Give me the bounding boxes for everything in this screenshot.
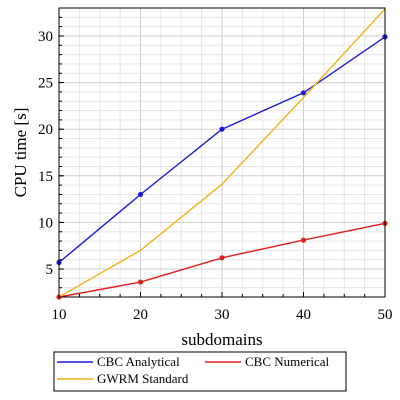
data-point-cbc-numerical xyxy=(219,255,225,261)
x-tick-label: 50 xyxy=(378,307,393,323)
y-tick-label: 5 xyxy=(46,262,54,278)
legend-label: CBC Numerical xyxy=(245,354,330,369)
plot-series xyxy=(56,8,388,300)
y-tick-label: 30 xyxy=(38,29,53,45)
data-point-cbc-analytical xyxy=(137,191,144,198)
data-point-cbc-numerical xyxy=(300,237,307,243)
y-tick-label: 25 xyxy=(38,76,53,92)
legend-box xyxy=(53,351,347,392)
legend: CBC Analytical CBC Numerical GWRM Standard xyxy=(53,351,347,392)
data-point-cbc-analytical xyxy=(300,90,307,96)
x-axis-title: subdomains xyxy=(181,330,262,349)
y-tick-label: 20 xyxy=(38,122,53,138)
data-point-cbc-numerical xyxy=(137,279,144,285)
legend-label: GWRM Standard xyxy=(97,371,189,386)
legend-label: CBC Analytical xyxy=(97,354,180,369)
axis-ticks xyxy=(58,7,386,298)
y-tick-label: 10 xyxy=(38,215,53,231)
grid xyxy=(58,7,386,298)
tick-labels: 10 20 30 40 50 5 10 15 20 25 30 xyxy=(38,29,393,323)
x-tick-label: 30 xyxy=(215,307,230,323)
y-axis-title: CPU time [s] xyxy=(11,108,30,198)
y-tick-label: 15 xyxy=(38,169,53,185)
x-tick-label: 20 xyxy=(133,307,148,323)
x-tick-label: 10 xyxy=(52,307,67,323)
x-tick-label: 40 xyxy=(296,307,311,323)
series-line-gwrm-standard xyxy=(58,8,386,298)
data-point-cbc-analytical xyxy=(219,126,225,132)
